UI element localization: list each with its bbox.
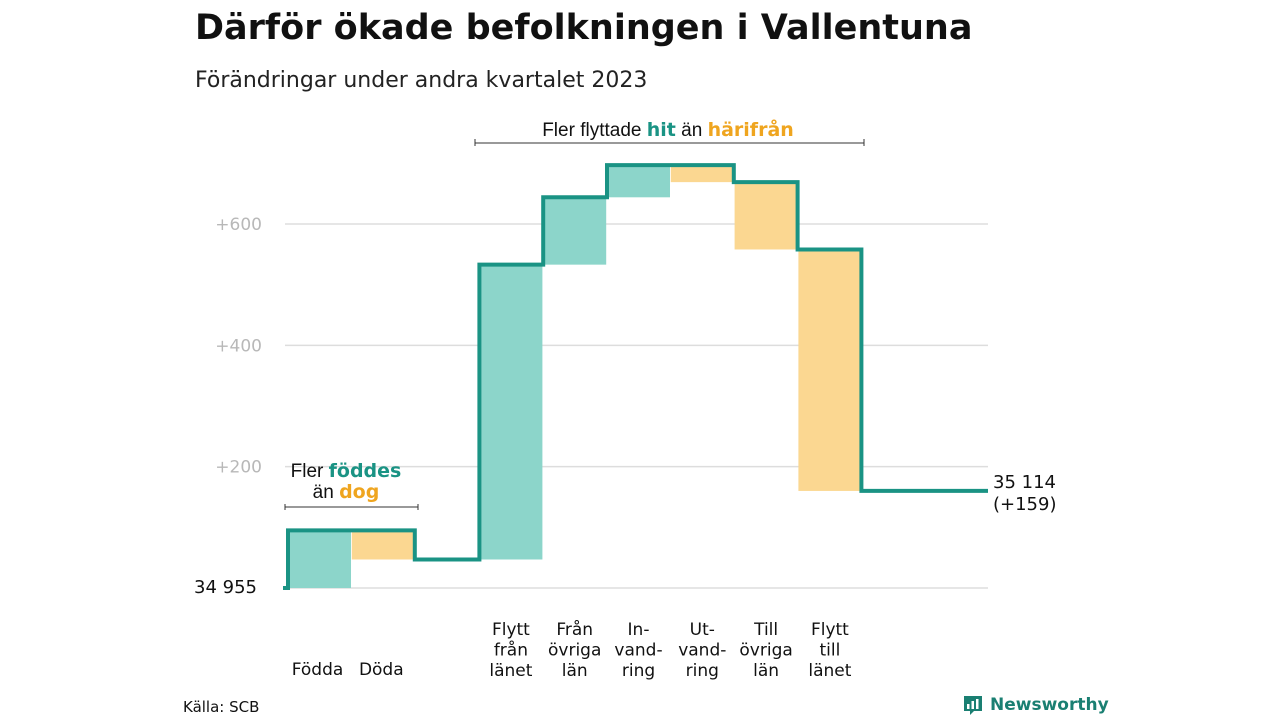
category-label-3-1: från xyxy=(494,640,528,661)
annotation-moves-bracket xyxy=(474,139,865,146)
y-tick-label-600: +600 xyxy=(215,215,262,235)
annotation-births-mid: än xyxy=(313,482,339,503)
annotation-moves-pre: Fler flyttade xyxy=(542,120,647,141)
annotation-moves-text: Fler flyttade hit än härifrån xyxy=(542,117,794,141)
logo-text: Newsworthy xyxy=(990,695,1109,715)
category-label-4-0: Från xyxy=(556,619,593,640)
category-label-5-2: ring xyxy=(622,661,655,681)
chart-subtitle: Förändringar under andra kvartalet 2023 xyxy=(195,68,648,93)
category-label-8-0: Flytt xyxy=(811,620,849,640)
category-label-3-2: länet xyxy=(489,661,532,681)
step-line xyxy=(283,163,988,590)
y-tick-label-200: +200 xyxy=(215,458,262,478)
category-label-8-2: länet xyxy=(808,661,851,681)
bar-4-in xyxy=(543,197,607,265)
bar-7-out xyxy=(734,182,798,250)
bar-1-out xyxy=(351,530,415,560)
bar-5-in xyxy=(607,165,670,198)
category-label-7-1: övriga xyxy=(739,641,792,661)
end-value-label: 35 114 xyxy=(993,472,1056,493)
category-label-5-1: vand- xyxy=(614,641,662,661)
annotation-births-line1: Fler föddes xyxy=(291,460,402,482)
start-value-label: 34 955 xyxy=(194,577,257,598)
category-label-6-2: ring xyxy=(686,661,719,681)
bar-8-out xyxy=(798,249,862,491)
y-tick-label-400: +400 xyxy=(215,336,262,356)
annotation-moves-highlight-away: härifrån xyxy=(708,117,794,141)
bar-chart-speech-icon xyxy=(964,696,982,715)
label-layer: 34 955 35 114 (+159) Födda DödaFlyttfrånl… xyxy=(194,472,1056,681)
annotation-births-bracket xyxy=(284,504,419,510)
chart-title: Därför ökade befolkningen i Vallentuna xyxy=(195,8,973,48)
category-label-6-0: Ut- xyxy=(690,620,715,640)
category-label-7-0: Till xyxy=(753,620,778,640)
bar-layer xyxy=(288,165,862,588)
category-label-4-1: övriga xyxy=(548,641,601,661)
bar-6-out xyxy=(670,165,734,183)
end-change-label: (+159) xyxy=(993,494,1056,515)
grid-layer: +200 +400 +600 xyxy=(215,215,988,589)
bar-0-in xyxy=(288,530,351,588)
category-label-5-0: In- xyxy=(628,620,650,640)
category-label-4-2: län xyxy=(562,661,588,681)
step-line-layer xyxy=(283,163,988,590)
annotation-moves: Fler flyttade hit än härifrån xyxy=(474,117,865,146)
category-label-8-1: till xyxy=(819,641,840,661)
category-label-6-1: vand- xyxy=(678,641,726,661)
annotation-moves-highlight-here: hit xyxy=(647,119,676,141)
annotation-births: Fler föddes än dog xyxy=(284,460,419,510)
source-note: Källa: SCB xyxy=(183,698,260,716)
annotation-births-line2: än dog xyxy=(313,481,380,503)
annotation-births-pre: Fler xyxy=(291,461,329,482)
category-label-1-0: Döda xyxy=(359,660,404,680)
annotation-births-highlight-died: dog xyxy=(339,481,379,503)
annotation-moves-mid: än xyxy=(676,120,708,141)
category-label-0-0: Födda xyxy=(292,660,344,680)
annotation-births-highlight-born: föddes xyxy=(329,460,402,482)
bar-3-in xyxy=(479,264,543,560)
newsworthy-logo[interactable]: Newsworthy xyxy=(962,694,1109,716)
category-label-7-2: län xyxy=(753,661,779,681)
category-label-3-0: Flytt xyxy=(492,620,530,640)
